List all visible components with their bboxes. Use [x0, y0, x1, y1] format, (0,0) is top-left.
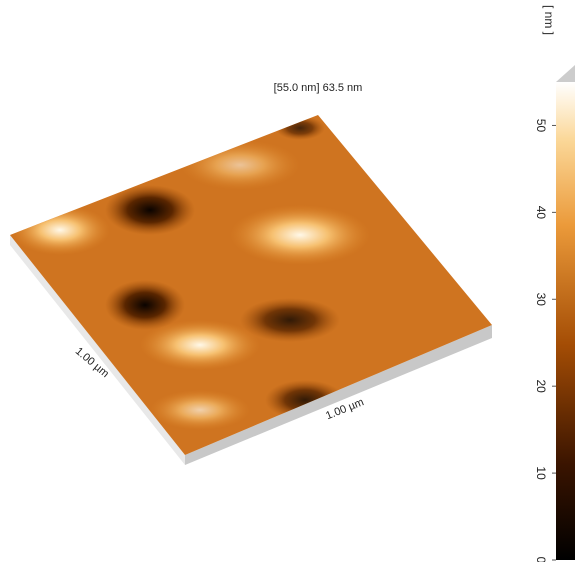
surface: [10, 115, 492, 465]
colorbar-tick-label: 10: [534, 466, 548, 480]
afm-view: [55.0 nm] 63.5 nm 1.00 µm 1.00 µm [ nm ]…: [0, 0, 581, 562]
colorbar-tick-label: 0: [534, 557, 548, 562]
colorbar-unit: [ nm ]: [542, 5, 556, 35]
colorbar-gradient: [556, 82, 575, 560]
colorbar-tick-label: 40: [534, 206, 548, 220]
scale-label: [55.0 nm] 63.5 nm: [274, 82, 363, 94]
colorbar-tick-label: 50: [534, 119, 548, 133]
colorbar: 0 10 20 30 40 50: [534, 65, 575, 562]
colorbar-tick-label: 30: [534, 293, 548, 307]
colorbar-tick-label: 20: [534, 380, 548, 394]
colorbar-cap: [556, 65, 575, 82]
